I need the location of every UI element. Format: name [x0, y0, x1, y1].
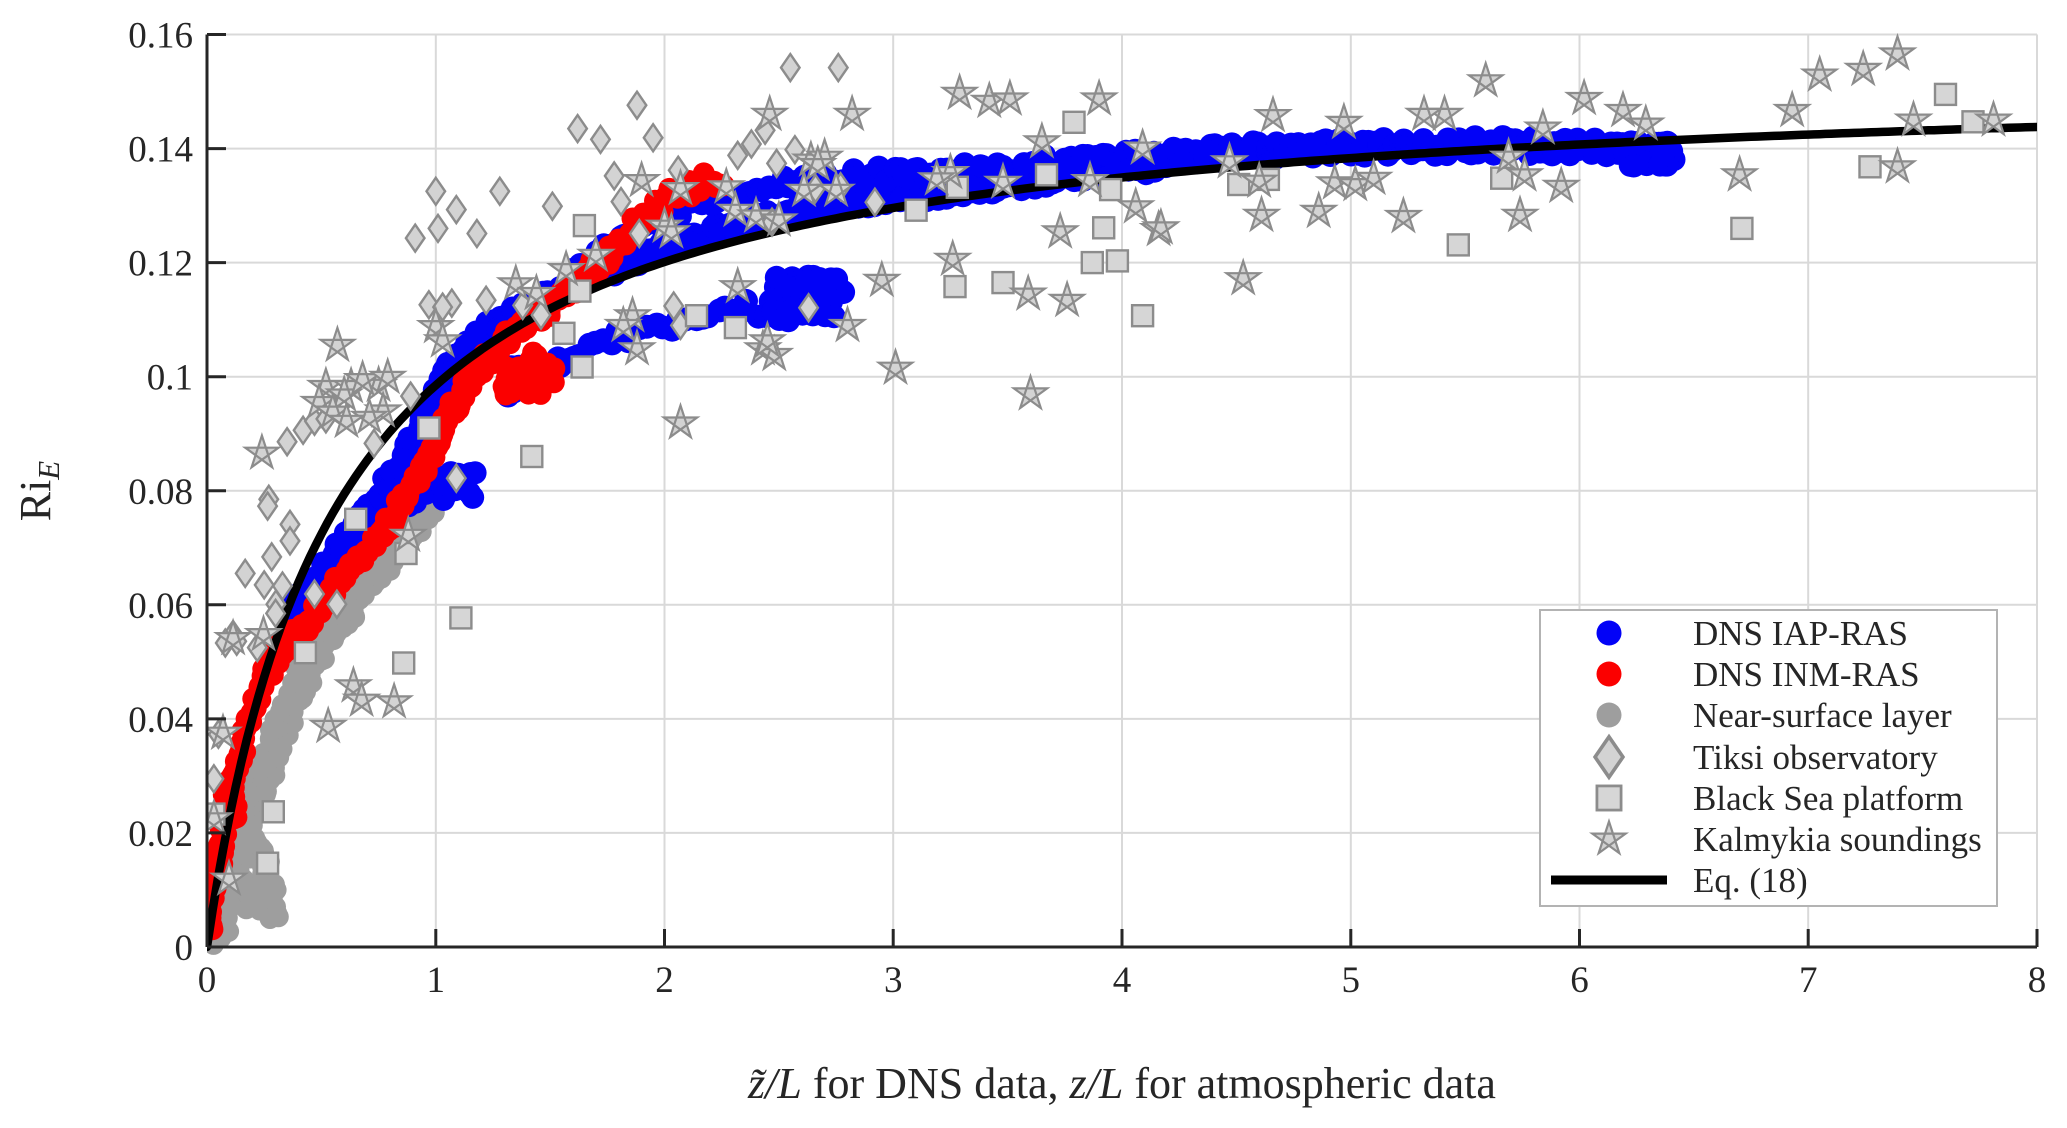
svg-text:0: 0 — [175, 928, 194, 969]
svg-text:8: 8 — [2028, 960, 2047, 1001]
svg-text:z̃/L for DNS data, z/L for atm: z̃/L for DNS data, z/L for atmospheric d… — [747, 1059, 1496, 1108]
svg-text:Kalmykia soundings: Kalmykia soundings — [1693, 820, 1982, 859]
svg-text:Eq. (18): Eq. (18) — [1693, 861, 1808, 900]
svg-text:1: 1 — [427, 960, 446, 1001]
svg-text:7: 7 — [1799, 960, 1818, 1001]
svg-text:0.02: 0.02 — [128, 814, 193, 855]
svg-text:0.14: 0.14 — [128, 130, 193, 171]
svg-text:0: 0 — [198, 960, 217, 1001]
svg-text:0.12: 0.12 — [128, 244, 193, 285]
svg-text:0.1: 0.1 — [147, 358, 193, 399]
svg-text:0.16: 0.16 — [128, 16, 193, 57]
svg-text:0.04: 0.04 — [128, 700, 193, 741]
svg-text:Black Sea platform: Black Sea platform — [1693, 779, 1963, 818]
svg-text:2: 2 — [655, 960, 674, 1001]
svg-text:6: 6 — [1570, 960, 1589, 1001]
svg-text:3: 3 — [884, 960, 903, 1001]
svg-text:0.08: 0.08 — [128, 472, 193, 513]
svg-text:0.06: 0.06 — [128, 586, 193, 627]
svg-text:4: 4 — [1113, 960, 1132, 1001]
svg-text:Tiksi observatory: Tiksi observatory — [1693, 738, 1938, 777]
svg-text:DNS INM-RAS: DNS INM-RAS — [1693, 655, 1920, 694]
svg-text:Near-surface layer: Near-surface layer — [1693, 696, 1952, 735]
svg-text:DNS IAP-RAS: DNS IAP-RAS — [1693, 614, 1908, 653]
svg-text:5: 5 — [1342, 960, 1361, 1001]
